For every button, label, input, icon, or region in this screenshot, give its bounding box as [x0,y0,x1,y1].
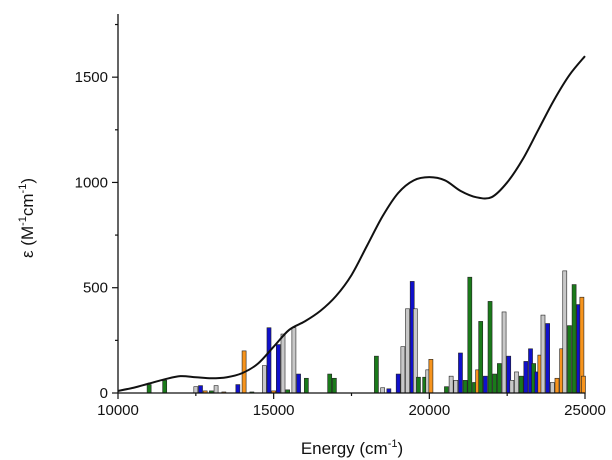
bar-blue-12 [266,327,272,394]
bar-grey-2 [193,386,199,394]
bar-green-46 [497,363,502,394]
bar-grey-47 [501,311,507,394]
x-tick-label: 10000 [97,402,139,419]
y-axis-label-sup1: -1 [17,216,29,226]
y-axis-label-prefix: ε (M [18,226,37,258]
x-tick-label: 25000 [564,402,606,419]
bar-green-38 [462,380,468,394]
x-tick-label: 20000 [408,402,450,419]
bar-grey-59 [549,382,555,394]
line-layer [117,55,586,392]
bar-grey-11 [261,365,267,394]
bar-grey-17 [291,327,297,394]
bar-green-63 [567,325,572,394]
bar-blue-8 [235,384,241,394]
bar-grey-62 [562,270,568,394]
bar-grey-36 [453,380,459,394]
x-axis-label-sup: -1 [388,438,398,450]
bar-green-44 [487,301,493,394]
bar-green-30 [416,376,421,394]
bar-blue-3 [198,385,203,394]
x-axis-label: Energy (cm-1) [301,438,403,458]
bar-green-42 [478,321,484,394]
bar-blue-25 [395,373,401,394]
bar-green-51 [518,375,524,394]
bar-grey-6 [213,385,219,394]
bar-grey-23 [380,387,385,394]
x-axis-label-text: Energy (cm [301,439,388,458]
bars-layer [146,270,586,394]
bar-green-22 [374,355,379,394]
bar-green-0 [146,384,152,394]
bar-green-64 [571,284,577,394]
bar-orange-67 [581,375,586,394]
bar-green-21 [332,377,337,394]
bar-green-20 [327,373,333,394]
bar-blue-18 [296,373,301,394]
bar-green-45 [492,373,498,394]
bar-blue-52 [523,361,529,394]
bar-green-19 [304,377,309,394]
bar-blue-14 [276,344,281,394]
ticks: 10000 15000 20000 25000 0 500 1000 1500 [75,23,606,419]
bar-grey-27 [405,308,410,394]
y-tick-label: 1000 [75,174,108,191]
bar-green-34 [444,386,449,394]
bar-grey-35 [448,375,454,394]
bar-grey-26 [400,346,406,394]
y-axis-label-sup2: -1 [17,184,29,194]
y-axis-label: ε (M-1cm-1) [17,178,37,258]
y-tick-label: 1500 [75,69,108,86]
y-axis-label-mid: cm [18,193,37,216]
x-tick-label: 15000 [253,402,295,419]
bar-grey-50 [514,371,519,394]
bar-blue-58 [545,323,550,394]
bar-blue-37 [458,352,463,394]
absorption-line [117,55,586,392]
bar-orange-60 [554,377,560,394]
bar-green-39 [467,276,473,394]
y-axis-label-end: ) [18,178,37,184]
bar-orange-33 [428,359,434,394]
bar-grey-57 [540,314,546,394]
y-tick-label: 500 [83,280,108,297]
x-axis-label-end: ) [398,439,404,458]
axes [117,14,585,394]
y-tick-label: 0 [100,385,108,402]
bar-grey-49 [509,380,515,394]
bar-green-1 [162,380,168,394]
bar-blue-43 [483,375,488,394]
bar-grey-15 [280,333,286,394]
